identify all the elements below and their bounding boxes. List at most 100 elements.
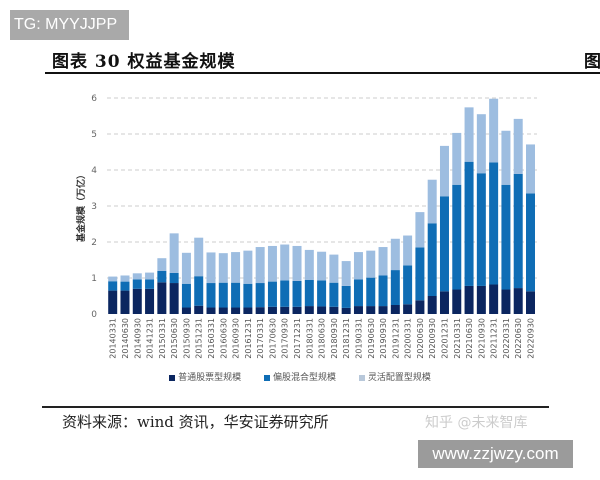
bar-segment-1 <box>439 291 449 314</box>
bar-segment-3 <box>292 245 302 281</box>
bar-segment-1 <box>513 288 523 314</box>
x-tick-label: 20171231 <box>293 318 302 359</box>
bar-segment-2 <box>145 279 155 289</box>
bar-segment-2 <box>292 280 302 307</box>
bar-segment-3 <box>280 244 290 281</box>
bar-segment-2 <box>513 173 523 289</box>
bar-segment-3 <box>341 261 351 286</box>
bar-segment-2 <box>304 279 314 307</box>
bar-segment-3 <box>231 252 241 283</box>
bar-segment-1 <box>181 307 191 314</box>
legend-swatch <box>263 374 270 381</box>
bar-segment-2 <box>403 265 413 305</box>
x-tick-label: 20190630 <box>367 318 376 359</box>
bar-segment-3 <box>304 249 314 280</box>
bar-segment-1 <box>304 306 314 314</box>
watermark-tg: TG: MYYJJPP <box>10 10 129 40</box>
bar-segment-3 <box>464 107 474 162</box>
bar-segment-3 <box>194 237 204 277</box>
bar-segment-1 <box>317 306 327 314</box>
bar-segment-3 <box>427 179 437 224</box>
bar-segment-1 <box>169 283 179 314</box>
bar-segment-3 <box>255 247 265 284</box>
x-tick-label: 20220630 <box>514 318 523 359</box>
bar-segment-2 <box>329 282 339 307</box>
bar-segment-1 <box>292 306 302 314</box>
bar-segment-2 <box>452 184 462 290</box>
y-tick-label: 1 <box>91 274 97 284</box>
bar-segment-1 <box>218 307 228 314</box>
cut-off-title: 图 <box>584 52 600 72</box>
bar-segment-1 <box>243 307 253 314</box>
bar-segment-2 <box>108 281 118 291</box>
bar-segment-1 <box>132 288 142 314</box>
bar-segment-2 <box>489 162 499 285</box>
x-tick-label: 20140930 <box>133 318 142 359</box>
bar-segment-3 <box>366 250 376 278</box>
legend-item: 偏股混合型规模 <box>263 373 336 383</box>
bar-segment-2 <box>132 279 142 289</box>
y-tick-label: 0 <box>91 310 97 320</box>
x-tick-label: 20190331 <box>354 318 363 359</box>
y-tick-label: 5 <box>91 130 97 140</box>
x-tick-label: 20190930 <box>379 318 388 359</box>
watermark-zhihu: 知乎 @未来智库 <box>425 415 528 431</box>
bar-segment-2 <box>243 283 253 308</box>
source-note: 资料来源：wind 资讯，华安证券研究所 <box>62 413 329 431</box>
bar-segment-1 <box>280 306 290 314</box>
bar-segment-2 <box>231 282 241 308</box>
bar-segment-2 <box>390 270 400 305</box>
top-divider <box>45 72 600 74</box>
bar-segment-2 <box>267 281 277 307</box>
bar-segment-1 <box>231 307 241 314</box>
bar-segment-2 <box>353 279 363 307</box>
x-tick-label: 20150331 <box>158 318 167 359</box>
bar-segment-3 <box>169 233 179 273</box>
bar-segment-1 <box>353 306 363 314</box>
bar-segment-3 <box>378 247 388 276</box>
bar-segment-2 <box>206 283 216 308</box>
bar-segment-2 <box>378 275 388 307</box>
x-tick-label: 20211231 <box>490 318 499 359</box>
bar-segment-3 <box>390 238 400 271</box>
bar-segment-1 <box>255 307 265 314</box>
bar-segment-2 <box>415 247 425 301</box>
y-tick-label: 4 <box>91 166 97 176</box>
bar-segment-3 <box>267 245 277 282</box>
bar-segment-1 <box>157 282 167 314</box>
x-tick-label: 20180331 <box>305 318 314 359</box>
x-tick-label: 20161231 <box>244 318 253 359</box>
legend-swatch <box>358 374 365 381</box>
bar-segment-3 <box>317 251 327 281</box>
bar-segment-1 <box>501 289 511 314</box>
x-tick-label: 20160331 <box>207 318 216 359</box>
bar-segment-3 <box>513 118 523 174</box>
bar-segment-1 <box>415 300 425 314</box>
bar-segment-3 <box>181 252 191 284</box>
x-tick-label: 20170331 <box>256 318 265 359</box>
bar-segment-1 <box>427 296 437 314</box>
bar-segment-3 <box>489 98 499 163</box>
bar-segment-3 <box>218 253 228 283</box>
bar-segment-3 <box>145 272 155 280</box>
bar-segment-2 <box>366 277 376 307</box>
legend-item: 灵活配置型规模 <box>358 373 431 383</box>
bar-segment-1 <box>378 306 388 314</box>
y-tick-label: 6 <box>91 94 97 104</box>
x-tick-label: 20160630 <box>219 318 228 359</box>
bar-segment-2 <box>169 272 179 284</box>
x-tick-label: 20210630 <box>465 318 474 359</box>
x-tick-label: 20151231 <box>195 318 204 359</box>
x-tick-label: 20140630 <box>121 318 130 359</box>
legend-label: 普通股票型规模 <box>178 373 242 383</box>
x-tick-label: 20210331 <box>453 318 462 359</box>
x-tick-label: 20170630 <box>268 318 277 359</box>
x-tick-label: 20140331 <box>109 318 118 359</box>
bar-segment-3 <box>120 275 130 282</box>
x-tick-label: 20181231 <box>342 318 351 359</box>
bar-segment-3 <box>452 132 462 185</box>
x-tick-label: 20150930 <box>182 318 191 359</box>
bar-segment-1 <box>341 307 351 314</box>
y-tick-label: 3 <box>91 202 97 212</box>
